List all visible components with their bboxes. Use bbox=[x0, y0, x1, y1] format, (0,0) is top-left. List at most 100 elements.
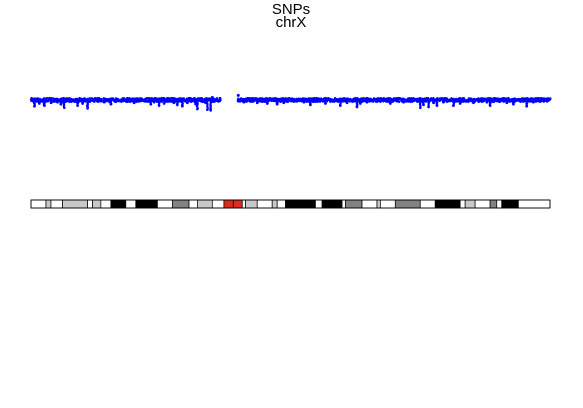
snp-point bbox=[532, 101, 535, 104]
chromosome-ideogram bbox=[31, 200, 550, 208]
snp-point bbox=[116, 100, 119, 103]
snp-point bbox=[512, 103, 515, 106]
snp-point bbox=[76, 104, 79, 107]
ideogram-band-gpos75 bbox=[345, 200, 362, 208]
snp-points-layer bbox=[30, 94, 552, 112]
snp-point bbox=[213, 100, 216, 103]
ideogram-band-gneg bbox=[380, 200, 395, 208]
snp-point bbox=[38, 102, 41, 105]
snp-point bbox=[237, 94, 240, 97]
snp-point bbox=[266, 102, 269, 105]
snp-point bbox=[60, 103, 63, 106]
snp-point bbox=[276, 103, 279, 106]
snp-point bbox=[283, 102, 286, 105]
snp-point bbox=[63, 106, 66, 109]
ideogram-band-gneg bbox=[277, 200, 285, 208]
snp-point bbox=[206, 108, 209, 111]
snp-point bbox=[359, 102, 362, 105]
ideogram-band-gneg bbox=[460, 200, 465, 208]
snp-point bbox=[324, 102, 327, 105]
ideogram-band-gpos75 bbox=[490, 200, 497, 208]
snp-point bbox=[409, 100, 412, 103]
snp-point bbox=[329, 100, 332, 103]
ideogram-band-gpos25 bbox=[46, 200, 51, 208]
snp-point bbox=[339, 104, 342, 107]
ideogram-band-gneg bbox=[101, 200, 111, 208]
ideogram-band-gneg bbox=[157, 200, 172, 208]
snp-point bbox=[462, 100, 465, 103]
ideogram-band-gneg bbox=[257, 200, 272, 208]
snp-point bbox=[525, 105, 528, 108]
ideogram-band-gpos50 bbox=[197, 200, 212, 208]
snp-point bbox=[186, 102, 189, 105]
snp-point bbox=[376, 100, 379, 103]
chart-subtitle: chrX bbox=[276, 14, 307, 31]
snp-point bbox=[505, 102, 508, 105]
snp-point bbox=[261, 100, 264, 103]
snp-point bbox=[176, 104, 179, 107]
snp-point bbox=[386, 100, 389, 103]
ideogram-band-acen bbox=[224, 200, 233, 208]
ideogram-band-gneg bbox=[88, 200, 93, 208]
snp-point bbox=[153, 101, 156, 104]
ideogram-band-gpos50 bbox=[465, 200, 475, 208]
snp-point bbox=[56, 101, 59, 104]
snp-point bbox=[432, 102, 435, 105]
snp-point bbox=[499, 100, 502, 103]
ideogram-band-gpos100 bbox=[111, 200, 126, 208]
snp-point bbox=[419, 106, 422, 109]
snp-point bbox=[209, 109, 212, 112]
snp-point bbox=[110, 103, 113, 106]
snp-point bbox=[422, 104, 425, 107]
ideogram-band-gpos25 bbox=[377, 200, 380, 208]
snp-point bbox=[389, 102, 392, 105]
snp-point bbox=[163, 102, 166, 105]
ideogram-band-gpos75 bbox=[172, 200, 189, 208]
snp-point bbox=[86, 107, 89, 110]
ideogram-band-gpos25 bbox=[93, 200, 101, 208]
snp-point bbox=[479, 100, 482, 103]
ideogram-band-gneg bbox=[126, 200, 136, 208]
snp-point bbox=[316, 100, 319, 103]
ideogram-band-gpos100 bbox=[136, 200, 158, 208]
snp-point bbox=[43, 104, 46, 107]
snp-point bbox=[427, 106, 430, 109]
ideogram-band-gpos100 bbox=[322, 200, 342, 208]
snp-point bbox=[356, 106, 359, 109]
snp-point bbox=[189, 100, 192, 103]
ideogram-band-gneg bbox=[315, 200, 322, 208]
snp-point bbox=[81, 102, 84, 105]
snp-point bbox=[452, 104, 455, 107]
snp-point bbox=[489, 104, 492, 107]
ideogram-band-gneg bbox=[497, 200, 502, 208]
snp-point bbox=[133, 102, 136, 105]
snp-point bbox=[196, 108, 199, 111]
ideogram-band-gpos100 bbox=[435, 200, 460, 208]
snp-point bbox=[33, 105, 36, 108]
snp-point bbox=[181, 105, 184, 108]
ideogram-band-gpos100 bbox=[502, 200, 519, 208]
ideogram-band-gneg bbox=[342, 200, 345, 208]
snp-point bbox=[346, 102, 349, 105]
snp-point bbox=[50, 102, 53, 105]
ideogram-band-gpos100 bbox=[286, 200, 316, 208]
snp-point bbox=[139, 100, 142, 103]
ideogram-band-gpos25 bbox=[272, 200, 277, 208]
snp-point bbox=[539, 100, 542, 103]
snp-point bbox=[126, 100, 129, 103]
ideogram-band-gneg bbox=[518, 200, 550, 208]
ideogram-band-gpos25 bbox=[246, 200, 258, 208]
snp-point bbox=[549, 97, 551, 99]
ideogram-band-gneg bbox=[31, 200, 46, 208]
ideogram-band-gpos50 bbox=[63, 200, 88, 208]
snp-point bbox=[219, 97, 221, 99]
snp-point bbox=[219, 99, 221, 101]
snp-point bbox=[293, 100, 296, 103]
ideogram-band-gpos75 bbox=[395, 200, 420, 208]
snp-point bbox=[166, 100, 169, 103]
snp-point bbox=[173, 102, 176, 105]
snp-point bbox=[472, 102, 475, 105]
snp-point bbox=[149, 103, 152, 106]
ideogram-band-gneg bbox=[475, 200, 490, 208]
